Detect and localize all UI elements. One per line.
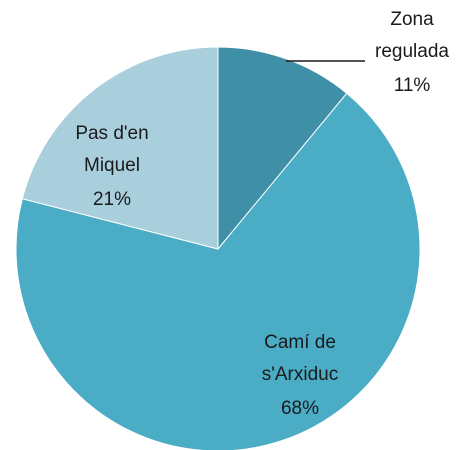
slice-label: Zona (390, 9, 434, 30)
slice-value-label: 68% (281, 398, 319, 419)
slice-value-label: 11% (394, 75, 431, 96)
pie-slice (21, 46, 219, 250)
slice-value-label: 21% (93, 189, 131, 210)
slice-label: Pas d'en (75, 123, 148, 144)
pie-slice (217, 46, 348, 251)
slice-label: s'Arxiduc (262, 364, 338, 385)
slice-label: Miquel (84, 155, 140, 176)
slice-label: Camí de (264, 332, 336, 353)
pie-slice (15, 92, 421, 450)
slice-label: regulada (375, 41, 449, 62)
